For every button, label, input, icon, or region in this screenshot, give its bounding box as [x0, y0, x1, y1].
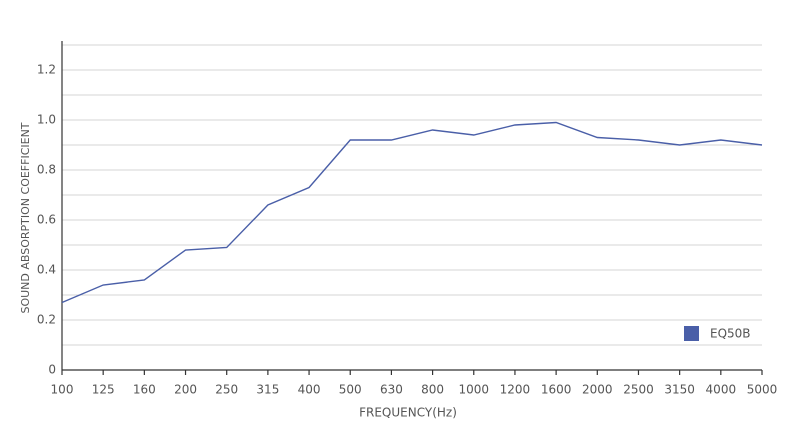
y-tick-label: 1.0	[37, 113, 56, 127]
y-tick-label: 0	[48, 363, 56, 377]
x-tick-label: 1600	[541, 383, 572, 397]
x-tick-label: 125	[92, 383, 115, 397]
x-tick-label: 1000	[458, 383, 489, 397]
x-tick-label: 3150	[664, 383, 695, 397]
x-tick-label: 2000	[582, 383, 613, 397]
y-tick-label: 0.8	[37, 163, 56, 177]
legend-label: EQ50B	[710, 327, 751, 341]
y-tick-label: 0.6	[37, 213, 56, 227]
x-tick-label: 315	[256, 383, 279, 397]
y-axis-title: SOUND ABSORPTION COEFFICIENT	[19, 122, 32, 313]
x-tick-label: 160	[133, 383, 156, 397]
x-tick-label: 800	[421, 383, 444, 397]
data-line	[61, 121, 763, 304]
x-tick-label: 4000	[706, 383, 737, 397]
x-tick-label: 200	[174, 383, 197, 397]
x-tick-label: 2500	[623, 383, 654, 397]
x-tick-label: 1200	[500, 383, 531, 397]
y-tick-label: 0.2	[37, 313, 56, 327]
x-tick-label: 250	[215, 383, 238, 397]
x-tick-label: 400	[298, 383, 321, 397]
x-tick-label: 5000	[747, 383, 778, 397]
x-tick-label: 100	[51, 383, 74, 397]
x-tick-label: 500	[339, 383, 362, 397]
y-tick-label: 0.4	[37, 263, 56, 277]
x-tick-label: 630	[380, 383, 403, 397]
x-axis-title: FREQUENCY(Hz)	[359, 406, 457, 420]
legend-swatch	[684, 326, 699, 341]
y-tick-label: 1.2	[37, 63, 56, 77]
